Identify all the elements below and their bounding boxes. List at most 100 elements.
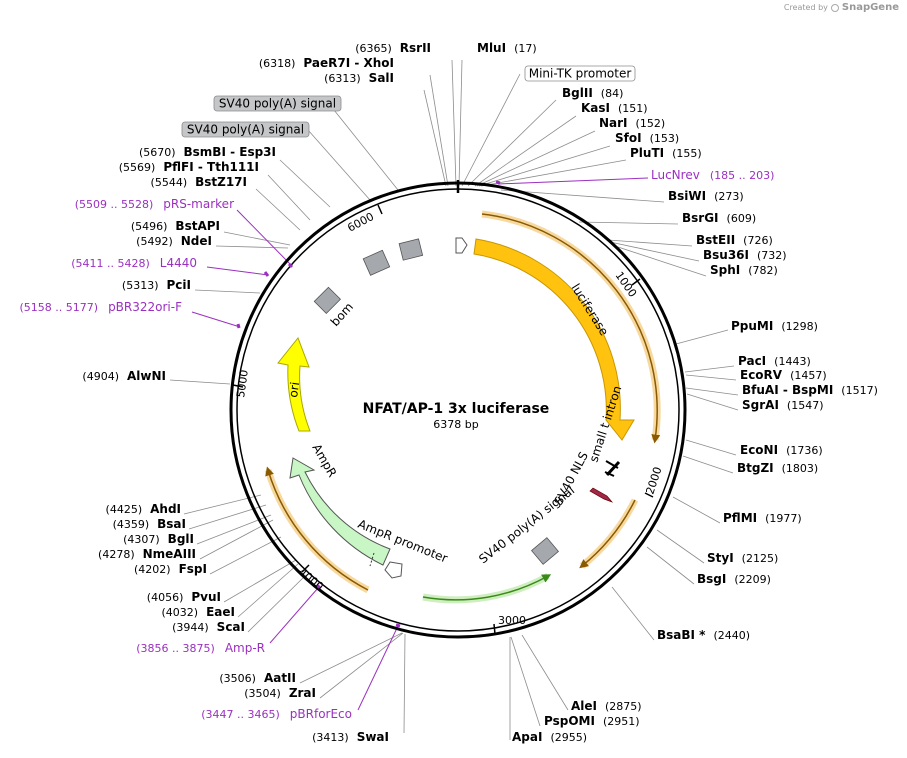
enzyme-position: (5492) <box>136 235 173 248</box>
enzyme-name: BstZ17I <box>195 175 247 189</box>
primer-label[interactable]: (3447 .. 3465) pBRforEco <box>201 707 352 721</box>
enzyme-site[interactable]: (4307) BglI <box>123 532 194 546</box>
enzyme-site[interactable]: (5569) PflFI - Tth111I <box>119 160 259 174</box>
enzyme-site[interactable]: SgrAI (1547) <box>742 398 823 412</box>
enzyme-site[interactable]: (4359) BsaI <box>113 517 186 531</box>
primer-label[interactable]: (5509 .. 5528) pRS-marker <box>75 197 234 211</box>
sv40-polya-box-1[interactable] <box>398 238 424 261</box>
primer-label[interactable]: (5411 .. 5428) L4440 <box>71 256 197 270</box>
feature-label-text: SV40 poly(A) signal <box>219 97 336 111</box>
enzyme-site[interactable]: SphI (782) <box>710 263 778 277</box>
feature-label-box[interactable]: SV40 poly(A) signal <box>181 121 310 138</box>
sv40-polya-inner-feature[interactable] <box>530 537 560 565</box>
enzyme-name: BsgI <box>697 572 726 586</box>
enzyme-name: PvuI <box>191 590 221 604</box>
enzyme-site[interactable]: BsiWI (273) <box>668 189 744 203</box>
enzyme-site[interactable]: AleI (2875) <box>571 699 642 713</box>
ampr-promoter-feature[interactable] <box>384 561 403 579</box>
enzyme-site[interactable]: EcoRV (1457) <box>740 368 827 382</box>
feature-label-box[interactable]: Mini-TK promoter <box>524 65 636 82</box>
enzyme-site[interactable]: (6313) SalI <box>324 71 394 85</box>
ori-label: ori <box>286 381 302 398</box>
enzyme-site[interactable]: BstEII (726) <box>696 233 773 247</box>
primer-label[interactable]: LucNrev (185 .. 203) <box>651 168 774 182</box>
enzyme-site[interactable]: (4032) EaeI <box>162 605 235 619</box>
enzyme-labels-left: (6365) RsrII (6318) PaeR7I - XhoI (6313) SalI… <box>82 41 431 744</box>
bom-feature[interactable] <box>313 286 342 315</box>
tick-4000: 4000 <box>296 565 326 593</box>
enzyme-site[interactable]: (4425) AhdI <box>106 502 181 516</box>
enzyme-site[interactable]: PluTI (155) <box>630 146 702 160</box>
enzyme-site[interactable]: (4202) FspI <box>134 562 207 576</box>
enzyme-site[interactable]: (5670) BsmBI - Esp3I <box>139 145 276 159</box>
enzyme-site[interactable]: PflMI (1977) <box>723 511 802 525</box>
enzyme-site[interactable]: BsrGI (609) <box>682 211 756 225</box>
enzyme-site[interactable]: (4278) NmeAIII <box>98 547 196 561</box>
enzyme-site[interactable]: StyI (2125) <box>707 551 778 565</box>
enzyme-position: (4307) <box>123 533 160 546</box>
enzyme-site[interactable]: Bsu36I (732) <box>703 248 787 262</box>
enzyme-position: (4904) <box>82 370 119 383</box>
small-t-intron-feature[interactable] <box>604 460 621 477</box>
enzyme-site[interactable]: KasI (151) <box>581 101 648 115</box>
enzyme-position: (2955) <box>550 731 587 744</box>
enzyme-site[interactable]: (4056) PvuI <box>147 590 221 604</box>
feature-label-text: SV40 poly(A) signal <box>187 123 304 137</box>
primer-name: pBRforEco <box>290 707 352 721</box>
enzyme-site[interactable]: SfoI (153) <box>615 131 679 145</box>
primer-name: Amp-R <box>225 641 265 655</box>
enzyme-site[interactable]: (6365) RsrII <box>355 41 431 55</box>
primer-label[interactable]: (3856 .. 3875) Amp-R <box>136 641 265 655</box>
enzyme-site[interactable]: EcoNI (1736) <box>740 443 823 457</box>
enzyme-site[interactable]: MluI (17) <box>477 41 537 55</box>
enzyme-site[interactable]: (4904) AlwNI <box>82 369 166 383</box>
enzyme-name: ZraI <box>289 686 316 700</box>
enzyme-site[interactable]: (5492) NdeI <box>136 234 212 248</box>
enzyme-name: SgrAI <box>742 398 779 412</box>
enzyme-position: (4056) <box>147 591 184 604</box>
enzyme-position: (2875) <box>605 700 642 713</box>
feature-label-box[interactable]: SV40 poly(A) signal <box>213 95 342 112</box>
primer-range: (3856 .. 3875) <box>136 642 215 655</box>
enzyme-site[interactable]: BglII (84) <box>562 86 623 100</box>
enzyme-name: PspOMI <box>544 714 595 728</box>
enzyme-site[interactable]: BfuAI - BspMI (1517) <box>742 383 878 397</box>
enzyme-site[interactable]: (5544) BstZ17I <box>151 175 247 189</box>
enzyme-site[interactable]: BsgI (2209) <box>697 572 771 586</box>
luciferase-feature[interactable] <box>473 238 635 441</box>
enzyme-position: (1977) <box>765 512 802 525</box>
enzyme-name: PluTI <box>630 146 664 160</box>
enzyme-position: (4202) <box>134 563 171 576</box>
enzyme-position: (1547) <box>787 399 824 412</box>
sv40-polya-box-2[interactable] <box>362 249 391 276</box>
ori-feature[interactable] <box>277 337 311 432</box>
enzyme-site[interactable]: (3944) ScaI <box>172 620 245 634</box>
enzyme-position: (1457) <box>790 369 827 382</box>
ampr-feature[interactable] <box>289 457 391 566</box>
enzyme-site[interactable]: PacI (1443) <box>738 354 811 368</box>
enzyme-name: PpuMI <box>731 319 773 333</box>
enzyme-site[interactable]: (6318) PaeR7I - XhoI <box>259 56 394 70</box>
sv40-nls-feature[interactable] <box>589 487 614 503</box>
enzyme-site[interactable]: ApaI (2955) <box>512 730 587 744</box>
enzyme-position: (1803) <box>782 462 819 475</box>
primer-range: (5509 .. 5528) <box>75 198 154 211</box>
enzyme-site[interactable]: BsaBI * (2440) <box>657 628 750 642</box>
mini-tk-promoter-feature[interactable] <box>455 237 468 254</box>
enzyme-site[interactable]: (3504) ZraI <box>244 686 316 700</box>
backbone <box>229 180 687 639</box>
enzyme-site[interactable]: NarI (152) <box>599 116 665 130</box>
enzyme-site[interactable]: (3413) SwaI <box>312 730 389 744</box>
enzyme-site[interactable]: (5313) PciI <box>122 278 191 292</box>
enzyme-site[interactable]: BtgZI (1803) <box>737 461 818 475</box>
enzyme-site[interactable]: (3506) AatII <box>219 671 296 685</box>
enzyme-name: StyI <box>707 551 734 565</box>
primer-name: pRS-marker <box>163 197 234 211</box>
sv40-polya-inner-label: SV40 poly(A) signal <box>476 483 577 566</box>
primer-label[interactable]: (5158 .. 5177) pBR322ori-F <box>20 300 183 314</box>
snapgene-credit: Created by SnapGene <box>784 2 899 13</box>
enzyme-name: NdeI <box>181 234 212 248</box>
enzyme-site[interactable]: PpuMI (1298) <box>731 319 818 333</box>
enzyme-site[interactable]: PspOMI (2951) <box>544 714 640 728</box>
enzyme-site[interactable]: (5496) BstAPI <box>131 219 220 233</box>
